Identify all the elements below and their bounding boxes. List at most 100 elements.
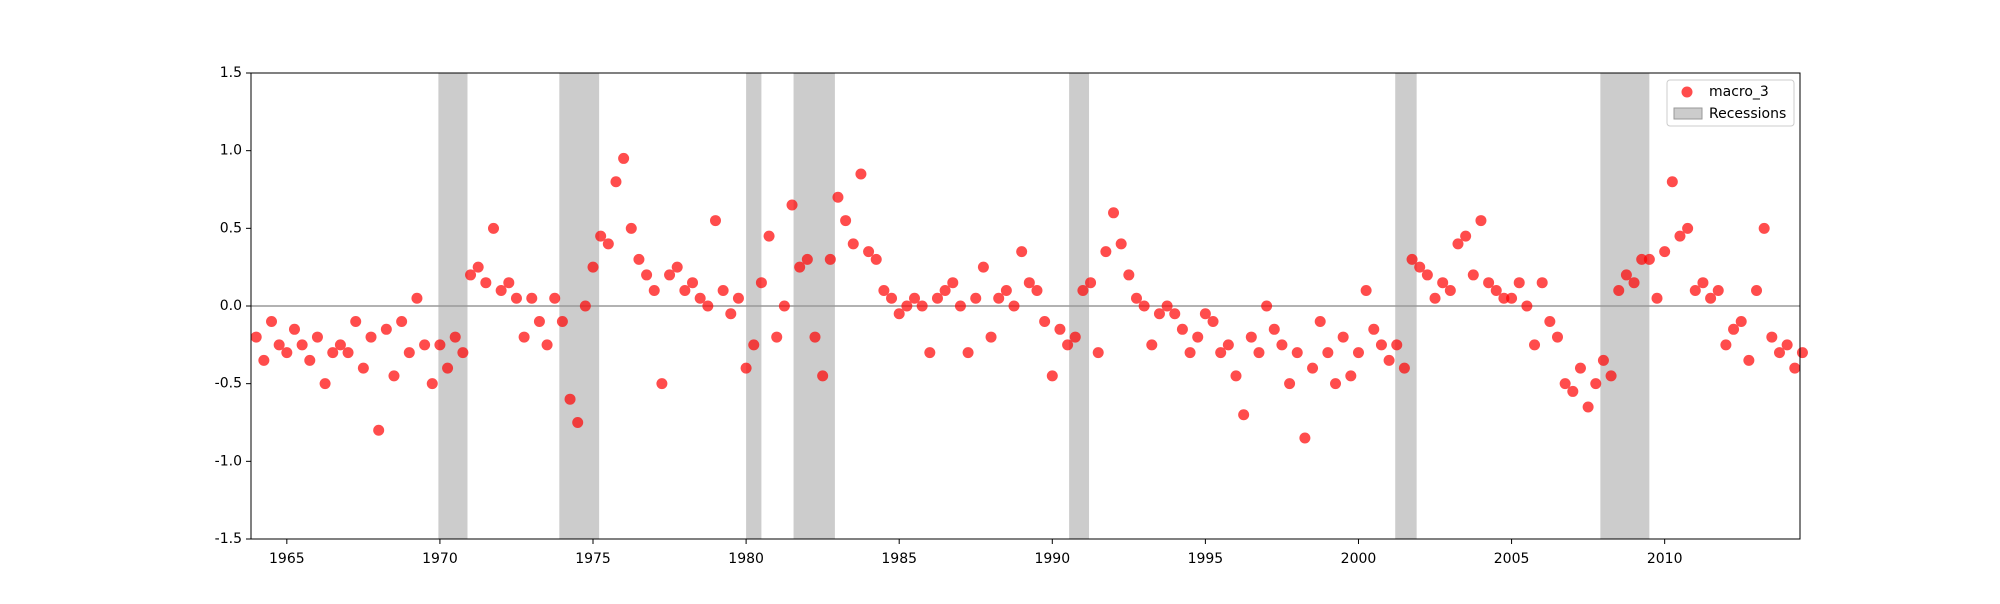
data-point — [1789, 362, 1801, 374]
data-point — [1062, 339, 1074, 351]
data-point — [380, 323, 392, 335]
data-point — [503, 277, 515, 289]
data-point — [725, 308, 737, 320]
data-point — [296, 339, 308, 351]
data-point — [403, 347, 415, 359]
data-point — [641, 269, 653, 281]
legend-label: macro_3 — [1709, 84, 1769, 100]
data-point — [1452, 238, 1464, 250]
data-point — [1222, 339, 1234, 351]
data-point — [1467, 269, 1479, 281]
data-point — [273, 339, 285, 351]
data-point — [442, 362, 454, 374]
data-point — [717, 284, 729, 296]
data-point — [1276, 339, 1288, 351]
data-point — [281, 347, 293, 359]
data-point — [1498, 292, 1510, 304]
data-point — [1199, 308, 1211, 320]
data-point — [817, 370, 829, 382]
data-point — [748, 339, 760, 351]
data-point — [1659, 246, 1671, 258]
data-point — [1138, 300, 1150, 312]
data-point — [1597, 354, 1609, 366]
data-point — [732, 292, 744, 304]
data-point — [1031, 284, 1043, 296]
data-point — [1268, 323, 1280, 335]
data-point — [342, 347, 354, 359]
data-point — [434, 339, 446, 351]
data-point — [878, 284, 890, 296]
data-point — [1735, 316, 1747, 328]
data-point — [1483, 277, 1495, 289]
data-point — [1582, 401, 1594, 413]
y-tick-label: -1.5 — [215, 531, 242, 547]
data-point — [1352, 347, 1364, 359]
data-point — [794, 261, 806, 273]
data-point — [1513, 277, 1525, 289]
data-point — [1551, 331, 1563, 343]
data-point — [679, 284, 691, 296]
data-point — [258, 354, 270, 366]
data-point — [1421, 269, 1433, 281]
x-tick-label: 2005 — [1494, 551, 1530, 567]
data-point — [809, 331, 821, 343]
data-point — [893, 308, 905, 320]
data-point — [1444, 284, 1456, 296]
data-point — [365, 331, 377, 343]
data-point — [901, 300, 913, 312]
data-point — [771, 331, 783, 343]
data-point — [327, 347, 339, 359]
data-point — [1666, 176, 1678, 188]
data-point — [1781, 339, 1793, 351]
data-point — [288, 323, 300, 335]
x-tick-label: 1980 — [728, 551, 764, 567]
data-point — [1345, 370, 1357, 382]
data-point — [579, 300, 591, 312]
data-point — [1414, 261, 1426, 273]
data-point — [1620, 269, 1632, 281]
data-point — [1207, 316, 1219, 328]
data-point — [1651, 292, 1663, 304]
data-point — [556, 316, 568, 328]
y-tick-label: 0.5 — [220, 220, 242, 236]
data-point — [1368, 323, 1380, 335]
data-point — [1092, 347, 1104, 359]
data-point — [1077, 284, 1089, 296]
data-point — [1383, 354, 1395, 366]
data-point — [1192, 331, 1204, 343]
data-point — [648, 284, 660, 296]
data-point — [1115, 238, 1127, 250]
x-tick-label: 2000 — [1341, 551, 1377, 567]
data-point — [633, 253, 645, 265]
x-tick-label: 1970 — [422, 551, 458, 567]
x-tick-label: 1995 — [1188, 551, 1224, 567]
data-point — [916, 300, 928, 312]
data-point — [549, 292, 561, 304]
data-point — [1153, 308, 1165, 320]
data-point — [518, 331, 530, 343]
data-point — [1314, 316, 1326, 328]
data-point — [1039, 316, 1051, 328]
data-point — [396, 316, 408, 328]
y-tick-label: 0.0 — [220, 298, 242, 314]
data-point — [1108, 207, 1120, 219]
data-point — [924, 347, 936, 359]
data-point — [755, 277, 767, 289]
data-point — [1628, 277, 1640, 289]
data-point — [1299, 432, 1311, 444]
data-point — [1046, 370, 1058, 382]
data-point — [1682, 222, 1694, 234]
data-point — [533, 316, 545, 328]
data-point — [488, 222, 500, 234]
data-point — [740, 362, 752, 374]
data-point — [709, 215, 721, 227]
data-point — [763, 230, 775, 242]
data-point — [1796, 347, 1808, 359]
data-point — [1521, 300, 1533, 312]
data-point — [1674, 230, 1686, 242]
x-tick-label: 1985 — [881, 551, 917, 567]
data-point — [1215, 347, 1227, 359]
data-point — [426, 378, 438, 390]
data-point — [472, 261, 484, 273]
data-point — [1245, 331, 1257, 343]
